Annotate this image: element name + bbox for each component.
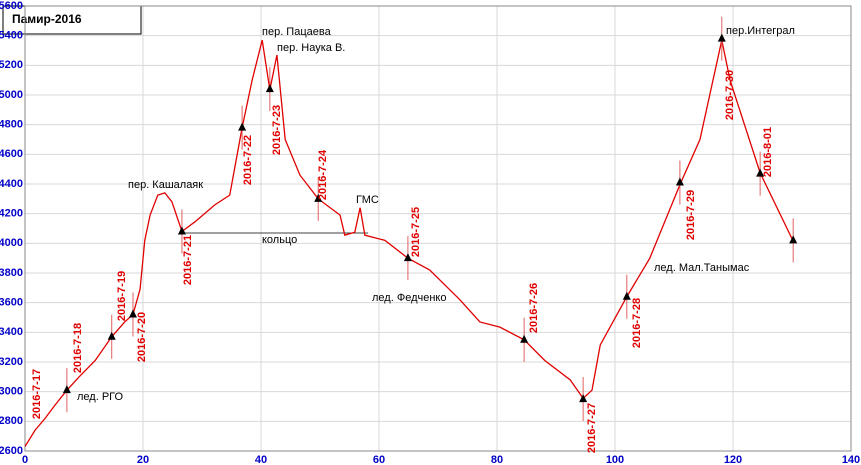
y-tick-label: 4800 [0, 119, 23, 131]
y-tick-label: 4600 [0, 148, 23, 160]
y-tick-label: 5400 [0, 30, 23, 42]
annotation: пер. Наука В. [277, 42, 345, 54]
date-label: 2016-7-22 [242, 135, 254, 185]
marker [756, 168, 765, 177]
x-tick-label: 60 [373, 454, 385, 465]
marker [62, 385, 71, 394]
y-tick-label: 2600 [0, 445, 23, 457]
chart-title: Памир-2016 [12, 12, 82, 26]
date-label: 2016-7-29 [685, 190, 697, 240]
marker [107, 331, 116, 340]
x-tick-label: 20 [137, 454, 149, 465]
date-label: 2016-7-18 [72, 323, 84, 373]
marker [520, 334, 529, 343]
annotation: кольцо [262, 234, 297, 246]
y-tick-label: 4200 [0, 208, 23, 220]
y-tick-label: 4400 [0, 178, 23, 190]
annotation: ГМС [356, 194, 379, 206]
date-label: 2016-7-21 [182, 235, 194, 285]
date-label: 2016-7-25 [410, 207, 422, 257]
annotation: лед. Федченко [372, 292, 446, 304]
marker [622, 291, 631, 300]
y-tick-label: 3800 [0, 267, 23, 279]
marker [403, 253, 412, 262]
marker [238, 122, 247, 131]
y-tick-label: 5200 [0, 59, 23, 71]
y-tick-label: 3400 [0, 326, 23, 338]
date-label: 2016-7-24 [317, 149, 329, 200]
marker [314, 193, 323, 202]
x-tick-label: 0 [22, 454, 28, 465]
date-label: 2016-8-01 [762, 127, 774, 177]
date-label: 2016-7-28 [631, 298, 643, 348]
annotation: лед. РГО [77, 391, 124, 403]
marker [579, 394, 588, 403]
date-label: 2016-7-23 [271, 105, 283, 155]
date-label: 2016-7-17 [31, 369, 43, 419]
date-label: 2016-7-20 [136, 312, 148, 362]
marker [675, 177, 684, 186]
annotation: пер. Кашалаяк [128, 179, 203, 191]
annotation: лед. Мал.Танымас [654, 262, 750, 274]
y-tick-label: 3200 [0, 356, 23, 368]
date-label: 2016-7-30 [724, 70, 736, 120]
marker [789, 235, 798, 244]
title-box [2, 5, 142, 35]
marker [128, 309, 137, 318]
x-tick-label: 100 [606, 454, 624, 465]
y-tick-label: 3000 [0, 386, 23, 398]
y-tick-label: 3600 [0, 297, 23, 309]
annotation: пер.Интеграл [726, 25, 795, 37]
x-tick-label: 40 [255, 454, 267, 465]
marker [265, 84, 274, 93]
y-tick-label: 2800 [0, 415, 23, 427]
annotation: пер. Пацаева [262, 26, 332, 38]
plot-border [24, 5, 852, 452]
marker [177, 226, 186, 235]
date-label: 2016-7-26 [528, 283, 540, 333]
date-label: 2016-7-27 [586, 403, 598, 453]
x-tick-label: 140 [842, 454, 860, 465]
marker [717, 33, 726, 42]
y-tick-label: 4000 [0, 237, 23, 249]
date-label: 2016-7-19 [116, 271, 128, 321]
x-tick-label: 80 [491, 454, 503, 465]
y-tick-label: 5600 [0, 0, 23, 12]
x-tick-label: 120 [724, 454, 742, 465]
y-tick-label: 5000 [0, 89, 23, 101]
